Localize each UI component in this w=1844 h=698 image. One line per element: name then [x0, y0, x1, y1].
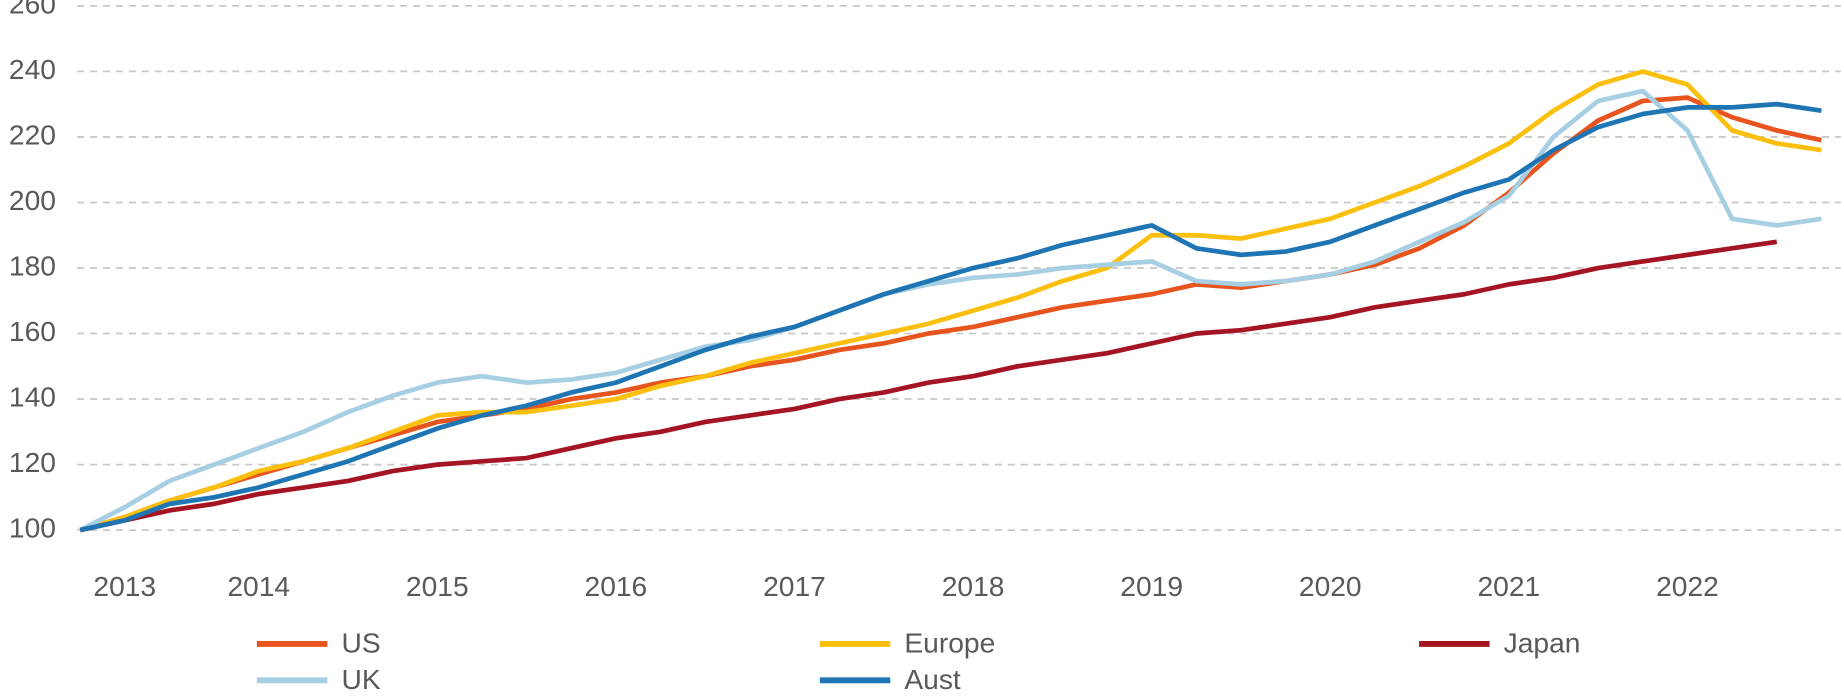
x-tick-label: 2022 — [1656, 570, 1719, 602]
y-tick-label: 260 — [9, 0, 56, 19]
y-tick-label: 100 — [9, 512, 56, 544]
x-tick-label: 2014 — [227, 570, 290, 602]
series-line — [79, 239, 1778, 533]
y-tick-label: 160 — [9, 315, 56, 347]
y-tick-label: 180 — [9, 249, 56, 281]
legend-label: Europe — [904, 627, 995, 659]
legend-label: Japan — [1504, 627, 1581, 659]
x-tick-label: 2018 — [942, 570, 1005, 602]
y-tick-label: 240 — [9, 53, 56, 85]
y-tick-label: 120 — [9, 446, 56, 478]
y-tick-label: 140 — [9, 380, 56, 412]
x-tick-label: 2020 — [1299, 570, 1362, 602]
series-line — [79, 69, 1822, 533]
x-tick-label: 2017 — [763, 570, 826, 602]
series-line — [79, 101, 1822, 533]
x-tick-label: 2015 — [406, 570, 469, 602]
y-tick-label: 220 — [9, 118, 56, 150]
x-tick-label: 2019 — [1120, 570, 1183, 602]
y-tick-label: 200 — [9, 184, 56, 216]
legend-label: UK — [342, 663, 381, 695]
legend-label: Aust — [904, 663, 961, 695]
x-tick-label: 2013 — [93, 570, 156, 602]
x-tick-label: 2021 — [1478, 570, 1541, 602]
x-tick-label: 2016 — [585, 570, 648, 602]
legend-label: US — [342, 627, 381, 659]
